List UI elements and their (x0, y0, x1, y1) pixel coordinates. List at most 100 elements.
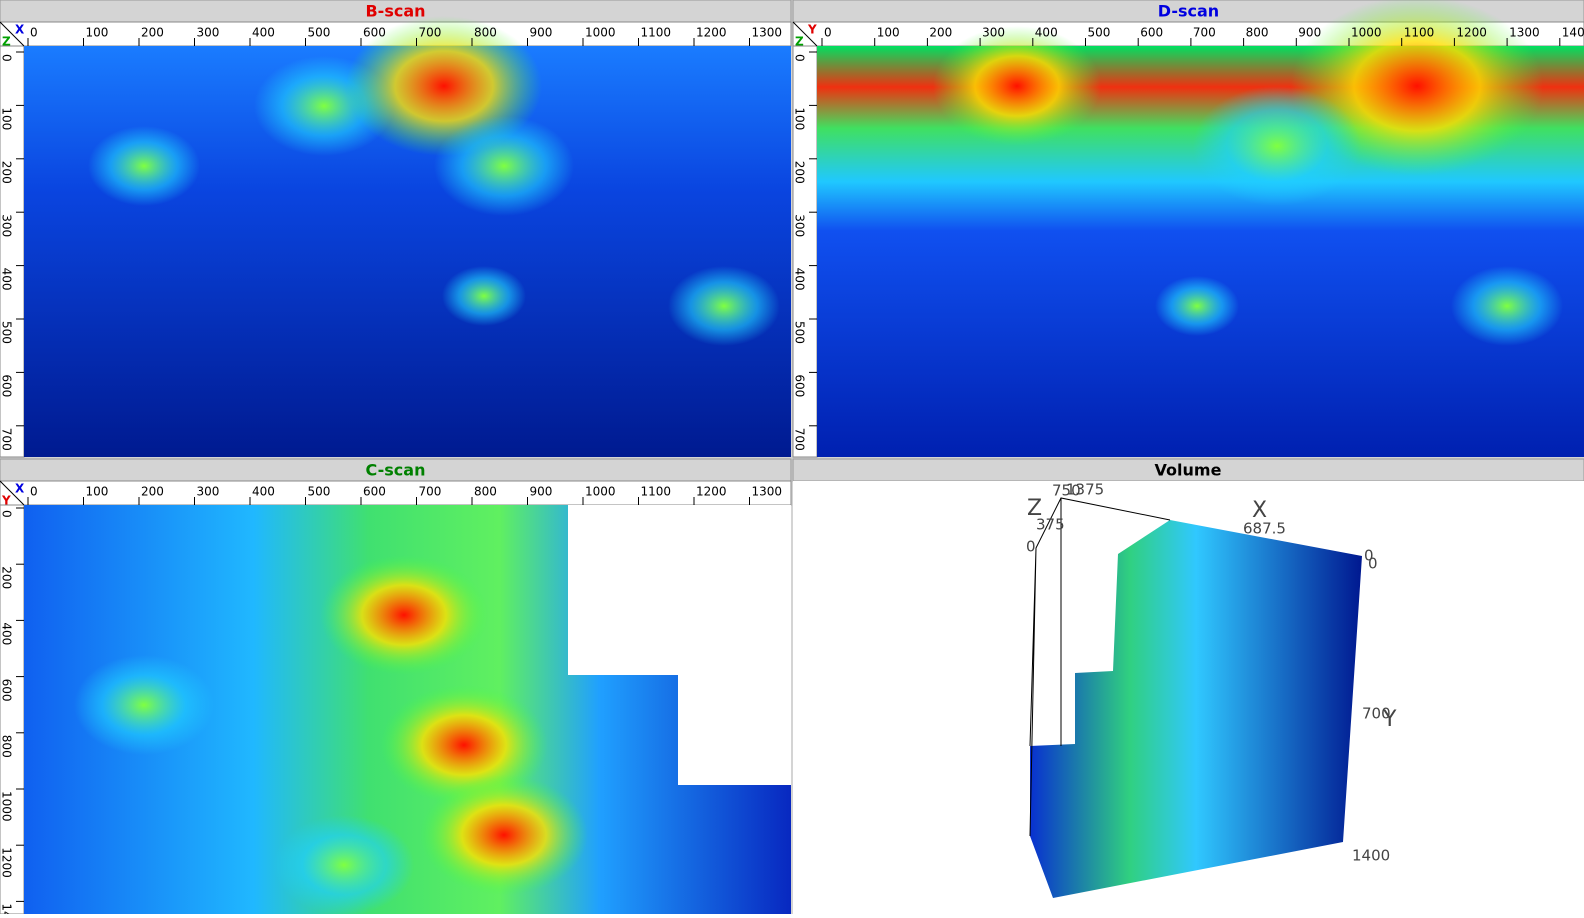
scan-blob (442, 266, 526, 326)
ruler-label: 400 (0, 268, 14, 291)
ruler-label: 100 (793, 107, 807, 130)
ruler-label: 500 (308, 485, 331, 499)
corner-v: Z (795, 35, 804, 49)
ruler-label: 700 (1193, 26, 1216, 40)
ruler-label: 300 (0, 214, 14, 237)
ruler-label: 400 (252, 485, 275, 499)
ruler-label: 700 (419, 26, 442, 40)
ruler-label: 300 (982, 26, 1005, 40)
ruler-label: 800 (0, 735, 14, 758)
ruler-label: 100 (0, 107, 14, 130)
volume-axis-label: 0 (1026, 538, 1036, 556)
ruler-label: 0 (0, 54, 14, 62)
volume-axis-label: Y (1382, 707, 1397, 732)
ruler-label: 100 (877, 26, 900, 40)
ruler-label: 1000 (1351, 26, 1382, 40)
ruler-label: 900 (530, 26, 553, 40)
volume-axis-label: 750 (1052, 482, 1081, 500)
corner-diagonal (792, 21, 818, 47)
ruler-label: 1400 (0, 903, 14, 914)
volume-axis-label: 687.5 (1243, 520, 1286, 538)
ruler-label: 400 (1035, 26, 1058, 40)
corner-v: Z (2, 35, 11, 49)
ruler-label: 700 (793, 428, 807, 451)
ruler-label: 1200 (0, 847, 14, 878)
ruler-label: 400 (0, 622, 14, 645)
ruler-label: 200 (0, 161, 14, 184)
ruler-label: 900 (530, 485, 553, 499)
ruler-label: 400 (252, 26, 275, 40)
scan-blob (88, 126, 200, 206)
corner-h: X (15, 482, 25, 496)
ruler-label: 600 (0, 679, 14, 702)
scan-blob (74, 655, 214, 755)
ruler-label: 0 (30, 26, 38, 40)
scan-blob (1193, 86, 1361, 206)
ruler-label: 200 (0, 566, 14, 589)
volume-axis-label: 700 (1362, 705, 1391, 723)
volume-axis-label: 0 (1368, 555, 1378, 573)
ruler-label: 1200 (696, 26, 727, 40)
panel-title: C-scan (366, 461, 426, 480)
ruler-label: 200 (141, 485, 164, 499)
ruler-label: 1000 (585, 485, 616, 499)
volume-axis-label: 1400 (1352, 847, 1390, 865)
scan-blob (274, 815, 414, 915)
ruler-label: 800 (1246, 26, 1269, 40)
volume-wire (1029, 497, 1171, 837)
scan-blob (933, 26, 1101, 146)
ruler-label: 200 (141, 26, 164, 40)
ruler-label: 600 (1140, 26, 1163, 40)
left-ruler (792, 45, 818, 458)
ruler-label: 1300 (752, 485, 783, 499)
scan-blob (434, 116, 574, 216)
volume-axis-label: 375 (1036, 516, 1065, 534)
corner-h: Y (807, 23, 817, 37)
left-ruler (0, 504, 25, 915)
volume-axis-label: X (1252, 498, 1267, 523)
scan-blob (668, 266, 780, 346)
panel-title: Volume (1155, 461, 1222, 480)
corner-diagonal (0, 480, 25, 506)
ruler-label: 600 (363, 26, 386, 40)
ruler-label: 1300 (752, 26, 783, 40)
volume-axis-label: Z (1027, 496, 1042, 521)
ruler-label: 300 (793, 214, 807, 237)
ruler-label: 1100 (641, 26, 672, 40)
ruler-label: 1100 (641, 485, 672, 499)
ruler-label: 600 (363, 485, 386, 499)
ruler-label: 500 (793, 321, 807, 344)
scan-blob (1451, 266, 1563, 346)
ruler-label: 100 (86, 485, 109, 499)
ruler-label: 500 (1088, 26, 1111, 40)
ruler-label: 200 (929, 26, 952, 40)
ruler-label: 300 (197, 26, 220, 40)
panel-title: B-scan (365, 2, 425, 21)
ruler-label: 1400 (1562, 26, 1584, 40)
panel-title: D-scan (1158, 2, 1219, 21)
ruler-label: 0 (824, 26, 832, 40)
ruler-label: 1300 (1509, 26, 1540, 40)
ruler-label: 700 (0, 428, 14, 451)
ruler-label: 800 (474, 26, 497, 40)
ruler-label: 700 (419, 485, 442, 499)
ruler-label: 600 (793, 374, 807, 397)
ruler-label: 800 (474, 485, 497, 499)
volume-box (1030, 520, 1362, 898)
volume-axis-label: 1375 (1066, 481, 1104, 499)
ruler-label: 0 (0, 510, 14, 518)
ruler-label: 1000 (585, 26, 616, 40)
ruler-label: 500 (0, 321, 14, 344)
ruler-label: 900 (1298, 26, 1321, 40)
ruler-label: 1100 (1404, 26, 1435, 40)
corner-h: X (15, 23, 25, 37)
corner-diagonal (0, 21, 25, 47)
scan-blob (420, 775, 588, 895)
ruler-label: 0 (793, 54, 807, 62)
ruler-label: 0 (30, 485, 38, 499)
ruler-label: 500 (308, 26, 331, 40)
ruler-label: 1200 (1456, 26, 1487, 40)
ruler-label: 100 (86, 26, 109, 40)
scan-blob (320, 555, 488, 675)
